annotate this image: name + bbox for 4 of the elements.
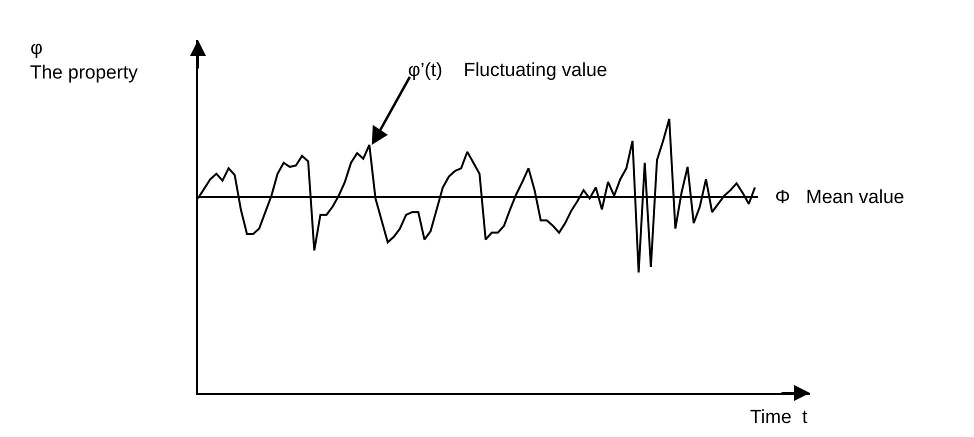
y-axis-title: φ The property (30, 38, 138, 84)
ref-line-label: Φ Mean value (775, 187, 904, 208)
text: φ’(t) Fluctuating value (408, 60, 608, 81)
x-axis-title: Time t (750, 407, 808, 428)
